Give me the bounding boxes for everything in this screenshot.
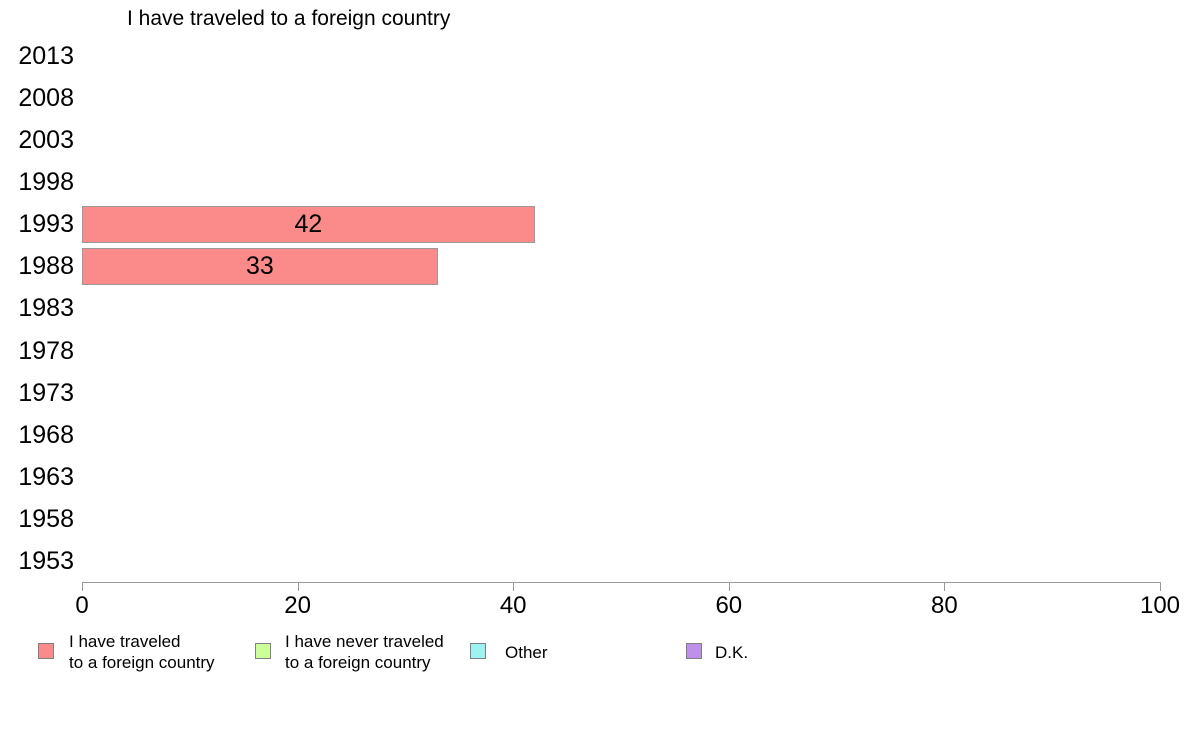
- legend-swatch: [470, 643, 486, 659]
- bar: 42: [82, 205, 535, 243]
- x-axis-tick: [513, 582, 515, 591]
- x-axis-tick-label: 80: [931, 592, 958, 619]
- y-axis-label: 1978: [18, 336, 74, 365]
- x-axis-tick: [82, 582, 83, 591]
- chart-title: I have traveled to a foreign country: [127, 7, 451, 30]
- x-axis-tick: [297, 582, 299, 591]
- y-axis-label: 1998: [18, 168, 74, 197]
- y-axis-label: 1973: [18, 378, 74, 407]
- x-axis-line: [82, 582, 1161, 583]
- x-axis-tick-label: 60: [715, 592, 743, 619]
- y-axis-label: 2008: [18, 84, 74, 113]
- legend-label: D.K.: [715, 643, 749, 662]
- x-axis-tick-label: 0: [75, 592, 89, 619]
- x-axis-tick: [1160, 582, 1161, 591]
- y-axis-label: 1958: [18, 504, 74, 533]
- y-axis-label: 2003: [18, 126, 74, 155]
- x-axis-tick-label: 100: [1139, 592, 1181, 619]
- legend-swatch: [686, 643, 702, 659]
- y-axis-label: 1953: [18, 546, 74, 575]
- y-axis-label: 1983: [18, 294, 74, 323]
- legend-label: I have traveled to a foreign country: [69, 632, 215, 672]
- x-axis-tick: [728, 582, 730, 591]
- legend-label: I have never traveled to a foreign countr…: [285, 632, 444, 672]
- y-axis-label: 1993: [18, 210, 74, 239]
- x-axis-tick-label: 40: [499, 592, 527, 619]
- y-axis-label: 1968: [18, 420, 74, 449]
- y-axis-label: 1988: [18, 252, 74, 281]
- x-axis-tick: [944, 582, 946, 591]
- bar: 33: [82, 247, 438, 285]
- legend-swatch: [38, 643, 54, 659]
- legend-swatch: [255, 643, 271, 659]
- legend-label: Other: [505, 643, 548, 662]
- y-axis-label: 1963: [18, 462, 74, 491]
- y-axis-label: 2013: [18, 42, 74, 70]
- bar-value-label: 42: [294, 209, 323, 238]
- x-axis-tick-label: 20: [284, 592, 311, 619]
- bar-value-label: 33: [245, 251, 274, 280]
